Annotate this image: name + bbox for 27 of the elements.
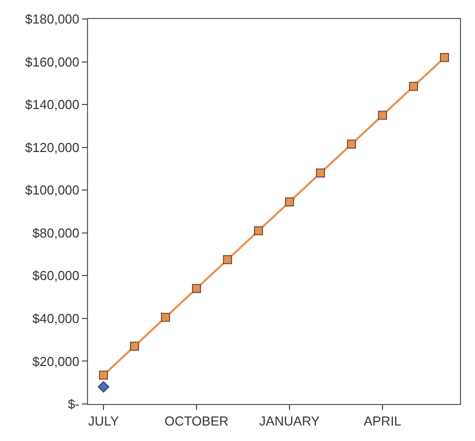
y-tick-label: $160,000 [25, 54, 80, 70]
y-tick-label: $- [68, 396, 80, 412]
point [161, 312, 170, 322]
y-tick-label: $20,000 [32, 354, 80, 369]
x-tick-label: OCTOBER [164, 414, 229, 429]
point [440, 53, 449, 62]
y-tick-label: $180,000 [25, 12, 80, 27]
point [347, 140, 356, 149]
point [285, 197, 294, 206]
x-tick-label: JULY [88, 414, 120, 429]
point [378, 110, 387, 120]
y-tick-label: $40,000 [32, 310, 80, 326]
y-tick-label: $80,000 [32, 225, 80, 240]
y-tick-label: $120,000 [25, 140, 80, 155]
x-tick-label: APRIL [364, 414, 402, 429]
point [99, 370, 108, 380]
point [192, 284, 201, 293]
point [409, 82, 418, 91]
y-tick-label: $100,000 [25, 182, 80, 198]
x-tick-label: JANUARY [259, 414, 320, 429]
point [316, 168, 325, 178]
y-tick-label: $60,000 [32, 268, 80, 284]
point [98, 381, 110, 393]
point [223, 255, 232, 264]
y-tick-label: $140,000 [25, 97, 80, 112]
point [254, 226, 263, 236]
point [130, 342, 139, 351]
